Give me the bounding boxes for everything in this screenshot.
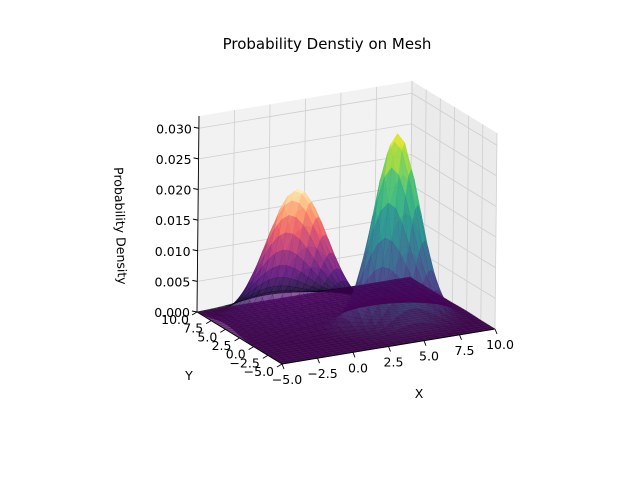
z-axis-label: Probability Density — [111, 167, 130, 286]
y-tick — [220, 328, 226, 333]
y-tick-label: 10.0 — [161, 312, 189, 327]
z-tick-label: 0.030 — [156, 121, 192, 136]
grid-line-x — [338, 92, 342, 289]
surfaces — [196, 132, 496, 365]
y-tick-label: 5.0 — [197, 329, 217, 344]
grid-line-z — [410, 215, 496, 269]
z-tick — [192, 279, 198, 282]
x-tick — [388, 346, 391, 352]
z-tick-label: 0.025 — [156, 152, 192, 167]
z-tick-label: 0.020 — [156, 183, 192, 198]
grid-line-y — [466, 115, 470, 312]
z-axis-line — [196, 115, 200, 313]
y-tick — [262, 354, 269, 359]
grid-line-y — [437, 98, 441, 295]
x-tick — [459, 334, 462, 341]
grid-line-z — [411, 123, 497, 177]
grid-line-y — [452, 106, 455, 304]
z-tick — [192, 218, 199, 221]
y-tick-label: 0.0 — [226, 347, 246, 362]
grid-line-z — [198, 154, 412, 190]
y-tick-label: −2.5 — [229, 355, 259, 370]
x-tick-label: 2.5 — [384, 355, 404, 370]
y-tick — [205, 320, 212, 325]
z-tick-label: 0.005 — [155, 274, 191, 289]
x-tick — [317, 357, 320, 364]
grid-line-x — [232, 110, 235, 307]
z-tick — [193, 126, 199, 129]
x-tick-label: 0.0 — [348, 360, 368, 375]
z-tick — [193, 188, 199, 190]
z-tick-label: 0.010 — [155, 244, 191, 259]
y-tick-label: 7.5 — [183, 321, 203, 336]
y-tick-label: −5.0 — [244, 364, 274, 379]
x-tick — [423, 340, 427, 346]
x-tick-label: −5.0 — [272, 372, 302, 387]
y-tick-label: 2.5 — [212, 338, 232, 353]
x-tick-label: 7.5 — [455, 343, 475, 358]
tick-labels: −5.0 −2.5 0.0 2.5 5.0 7.5 10.0−5.0−2.50.02.55.… — [154, 121, 514, 387]
x-tick — [281, 363, 285, 370]
x-tick — [494, 328, 498, 335]
y-tick — [234, 337, 240, 342]
y-tick — [248, 346, 254, 351]
grid-line-z — [410, 184, 497, 238]
grid-line-z — [411, 154, 497, 207]
x-tick — [352, 352, 356, 358]
x-axis-label: X — [415, 386, 424, 401]
z-tick — [191, 310, 198, 313]
grid-line-y — [480, 124, 484, 321]
x-tick-label: 10.0 — [486, 337, 514, 352]
grid-line-y — [494, 132, 498, 330]
grid-line-z — [411, 92, 498, 146]
y-tick — [276, 363, 283, 368]
axes — [191, 115, 498, 370]
surface-viridis — [196, 132, 496, 365]
x-tick-label: 5.0 — [419, 349, 439, 364]
grid-line-z — [198, 92, 412, 129]
z-tick — [193, 157, 199, 160]
chart-title: Probability Denstiy on Mesh — [223, 35, 432, 53]
y-axis-label: Y — [184, 368, 193, 383]
y-tick — [191, 311, 198, 316]
z-tick — [192, 249, 198, 252]
x-tick-label: −2.5 — [307, 366, 337, 381]
z-tick-label: 0.000 — [154, 305, 190, 320]
grid-line-z — [198, 123, 412, 160]
z-tick-label: 0.015 — [155, 213, 191, 228]
